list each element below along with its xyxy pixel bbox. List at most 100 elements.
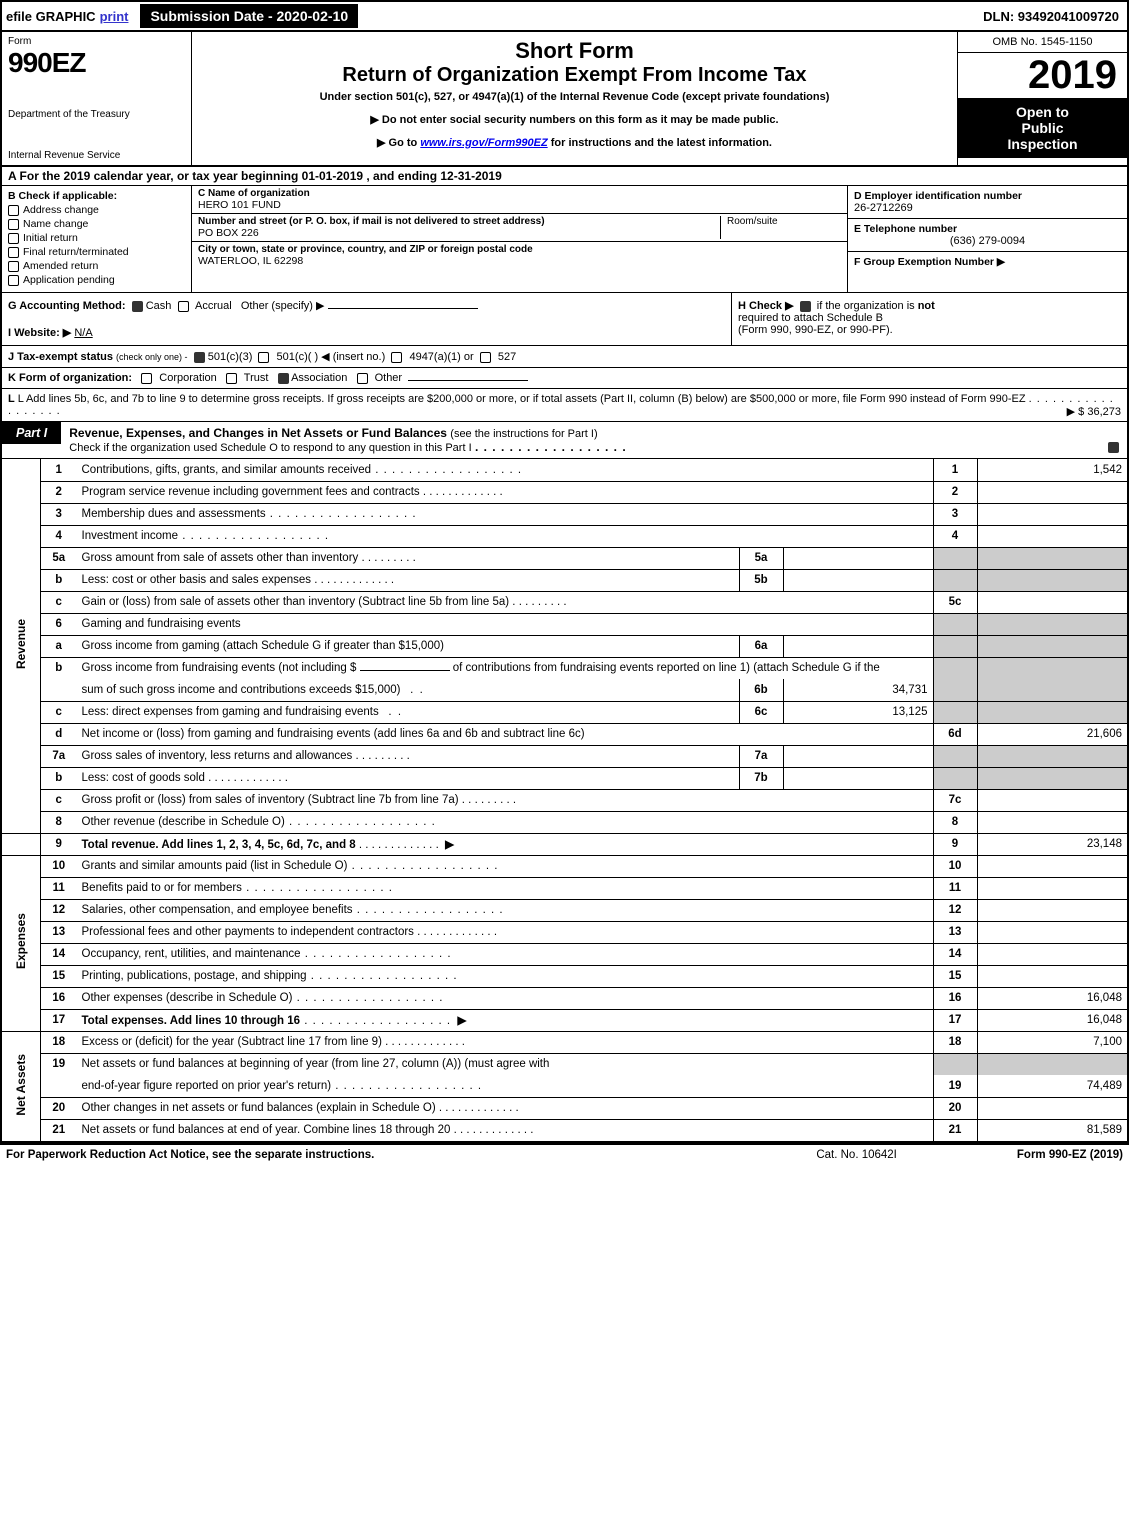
dots — [475, 440, 627, 454]
line-7b: bLess: cost of goods sold7b — [2, 767, 1127, 789]
checkbox-icon[interactable] — [8, 233, 19, 244]
section-g-i: G Accounting Method: Cash Accrual Other … — [2, 293, 732, 345]
line-17: 17Total expenses. Add lines 10 through 1… — [2, 1009, 1127, 1031]
l-amount: ▶ $ 36,273 — [1067, 405, 1121, 418]
checkbox-icon[interactable] — [258, 352, 269, 363]
irs-link[interactable]: www.irs.gov/Form990EZ — [420, 137, 547, 149]
ein-value: 26-2712269 — [854, 202, 1121, 214]
line-16: 16Other expenses (describe in Schedule O… — [2, 987, 1127, 1009]
line-11: 11Benefits paid to or for members11 — [2, 877, 1127, 899]
efile-label: efile GRAPHIC — [6, 9, 96, 24]
form-number: 990EZ — [8, 47, 185, 79]
irs-label: Internal Revenue Service — [8, 150, 185, 161]
checkbox-checked-icon[interactable] — [800, 301, 811, 312]
line-7c: cGross profit or (loss) from sales of in… — [2, 789, 1127, 811]
checkbox-icon[interactable] — [8, 247, 19, 258]
cb-amended[interactable]: Amended return — [8, 260, 185, 272]
title-short-form: Short Form — [202, 38, 947, 64]
part-1-tab: Part I — [2, 422, 61, 444]
accounting-method: G Accounting Method: Cash Accrual Other … — [8, 299, 725, 312]
checkbox-icon[interactable] — [8, 275, 19, 286]
org-name: HERO 101 FUND — [198, 199, 841, 211]
info-grid: B Check if applicable: Address change Na… — [2, 186, 1127, 293]
checkbox-icon[interactable] — [8, 205, 19, 216]
cb-final-return[interactable]: Final return/terminated — [8, 246, 185, 258]
line-5c: cGain or (loss) from sale of assets othe… — [2, 591, 1127, 613]
phone-label: E Telephone number — [854, 223, 1121, 235]
checkbox-icon[interactable] — [226, 373, 237, 384]
section-k: K Form of organization: Corporation Trus… — [2, 368, 1127, 389]
checkbox-icon[interactable] — [8, 219, 19, 230]
footer-left: For Paperwork Reduction Act Notice, see … — [6, 1149, 374, 1161]
h-label: H Check ▶ — [738, 300, 794, 312]
checkbox-checked-icon[interactable] — [278, 373, 289, 384]
line-9: 9Total revenue. Add lines 1, 2, 3, 4, 5c… — [2, 833, 1127, 855]
j-label: J Tax-exempt status — [8, 351, 113, 363]
line-18: Net Assets 18Excess or (deficit) for the… — [2, 1031, 1127, 1053]
group-cell: F Group Exemption Number ▶ — [848, 252, 1127, 272]
line-8: 8Other revenue (describe in Schedule O)8 — [2, 811, 1127, 833]
dept-label: Department of the Treasury — [8, 109, 185, 120]
cb-initial-return[interactable]: Initial return — [8, 232, 185, 244]
group-label: F Group Exemption Number ▶ — [854, 256, 1005, 268]
subtitle: Under section 501(c), 527, or 4947(a)(1)… — [202, 91, 947, 103]
line-6b-2: sum of such gross income and contributio… — [2, 679, 1127, 701]
revenue-side-label: Revenue — [2, 459, 41, 833]
other-specify-line[interactable] — [328, 308, 478, 309]
part-1-table: Revenue 1 Contributions, gifts, grants, … — [2, 459, 1127, 1142]
checkbox-checked-icon[interactable] — [132, 301, 143, 312]
g-label: G Accounting Method: — [8, 300, 126, 312]
inspection-box: Open to Public Inspection — [958, 98, 1127, 158]
tax-year: 2019 — [958, 53, 1127, 98]
cb-address-change[interactable]: Address change — [8, 204, 185, 216]
section-c: C Name of organization HERO 101 FUND Num… — [192, 186, 847, 292]
website-row: I Website: ▶ N/A — [8, 326, 725, 339]
org-name-label: C Name of organization — [198, 188, 841, 199]
org-name-cell: C Name of organization HERO 101 FUND — [192, 186, 847, 214]
line-21: 21Net assets or fund balances at end of … — [2, 1119, 1127, 1141]
section-def: D Employer identification number 26-2712… — [847, 186, 1127, 292]
line-15: 15Printing, publications, postage, and s… — [2, 965, 1127, 987]
line-6: 6Gaming and fundraising events — [2, 613, 1127, 635]
line-2: 2Program service revenue including gover… — [2, 481, 1127, 503]
footer-right: Form 990-EZ (2019) — [1017, 1149, 1123, 1161]
print-link[interactable]: print — [100, 9, 129, 24]
note2-pre: ▶ Go to — [377, 137, 420, 149]
form-page: efile GRAPHIC print Submission Date - 20… — [0, 0, 1129, 1144]
line-13: 13Professional fees and other payments t… — [2, 921, 1127, 943]
section-j: J Tax-exempt status (check only one) - 5… — [2, 346, 1127, 368]
line-5a: 5aGross amount from sale of assets other… — [2, 547, 1127, 569]
note-goto: ▶ Go to www.irs.gov/Form990EZ for instru… — [202, 136, 947, 149]
note-ssn: ▶ Do not enter social security numbers o… — [202, 113, 947, 126]
line-19-1: 19Net assets or fund balances at beginni… — [2, 1053, 1127, 1075]
cb-name-change[interactable]: Name change — [8, 218, 185, 230]
line-6b-1: bGross income from fundraising events (n… — [2, 657, 1127, 679]
header-center-col: Short Form Return of Organization Exempt… — [192, 32, 957, 165]
inspection-2: Public — [962, 120, 1123, 136]
section-a-tax-year: A For the 2019 calendar year, or tax yea… — [2, 167, 1127, 186]
checkbox-icon[interactable] — [178, 301, 189, 312]
city-value: WATERLOO, IL 62298 — [198, 255, 841, 267]
line-6c: cLess: direct expenses from gaming and f… — [2, 701, 1127, 723]
checkbox-icon[interactable] — [141, 373, 152, 384]
line-19-2: end-of-year figure reported on prior yea… — [2, 1075, 1127, 1097]
title-main: Return of Organization Exempt From Incom… — [202, 64, 947, 87]
ein-label: D Employer identification number — [854, 190, 1121, 202]
checkbox-icon[interactable] — [480, 352, 491, 363]
checkbox-icon[interactable] — [8, 261, 19, 272]
top-bar: efile GRAPHIC print Submission Date - 20… — [2, 2, 1127, 32]
line-4: 4Investment income4 — [2, 525, 1127, 547]
checkbox-checked-icon[interactable] — [1108, 442, 1119, 453]
other-org-line[interactable] — [408, 380, 528, 381]
line-5b: bLess: cost or other basis and sales exp… — [2, 569, 1127, 591]
addr-value: PO BOX 226 — [198, 227, 714, 239]
cb-pending[interactable]: Application pending — [8, 274, 185, 286]
expenses-side-label: Expenses — [2, 855, 41, 1031]
checkbox-icon[interactable] — [357, 373, 368, 384]
checkbox-icon[interactable] — [391, 352, 402, 363]
i-label: I Website: ▶ — [8, 327, 71, 339]
header-right-col: OMB No. 1545-1150 2019 Open to Public In… — [957, 32, 1127, 165]
room-label: Room/suite — [721, 216, 841, 239]
inspection-3: Inspection — [962, 136, 1123, 152]
checkbox-checked-icon[interactable] — [194, 352, 205, 363]
